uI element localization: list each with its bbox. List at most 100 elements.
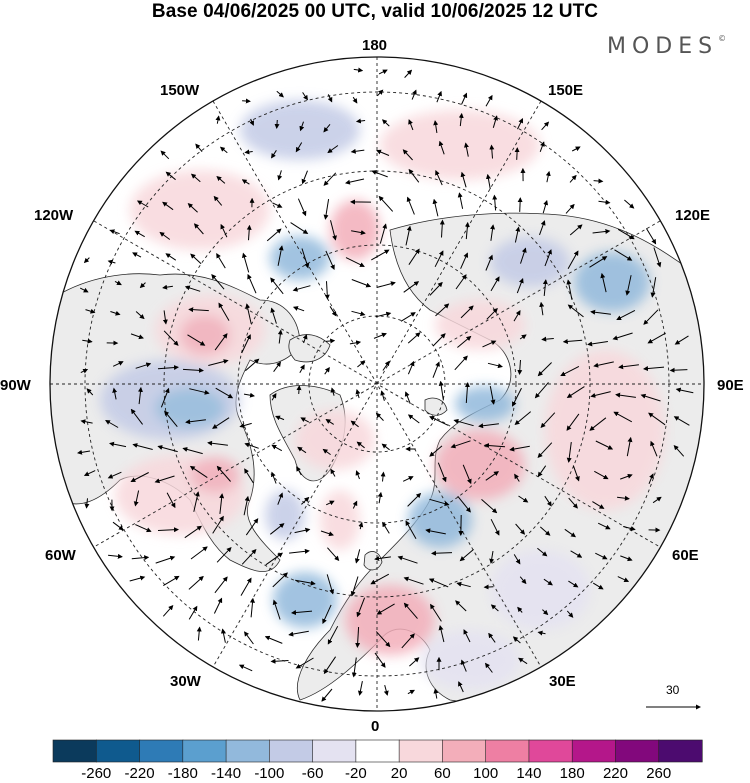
wind-vector [566, 386, 585, 398]
wind-vector [620, 555, 633, 562]
wind-vector [351, 230, 366, 235]
wind-vector [330, 220, 337, 241]
wind-vector [220, 223, 228, 238]
wind-vector [560, 365, 580, 377]
wind-vector [408, 248, 420, 265]
wind-vector [109, 441, 127, 448]
wind-vector [381, 443, 390, 451]
wind-vector [432, 361, 440, 378]
wind-vector [133, 490, 140, 507]
wind-vector [154, 475, 175, 484]
wind-vector [112, 361, 124, 367]
wind-vector [162, 310, 168, 325]
wind-vector [492, 194, 498, 211]
wind-vector [429, 445, 443, 457]
wind-vector [325, 500, 335, 506]
wind-vector [345, 178, 365, 185]
wind-vector [429, 416, 449, 426]
wind-vector [265, 552, 284, 566]
wind-vector [245, 303, 252, 324]
wind-vector [345, 257, 365, 267]
wind-vector [264, 635, 283, 644]
wind-vector [373, 332, 387, 339]
wind-vector [250, 597, 256, 618]
wind-vector [323, 123, 331, 133]
wind-vector [326, 574, 335, 595]
wind-vector [565, 203, 575, 214]
wind-vector [297, 446, 307, 454]
wind-vector [620, 473, 633, 480]
wind-vector [519, 576, 527, 585]
colorbar-swatch [312, 739, 357, 763]
wind-vector [458, 681, 464, 693]
wind-vector [509, 445, 530, 452]
wind-vector [295, 142, 303, 153]
wind-vector [160, 387, 170, 408]
wind-vector [296, 385, 302, 394]
wind-vector [355, 118, 366, 124]
wind-vector [165, 171, 176, 181]
wind-vector [643, 309, 659, 325]
wind-vector [543, 578, 553, 586]
wind-vector [539, 301, 545, 316]
wind-vector [187, 334, 206, 346]
wind-vector [459, 549, 474, 562]
wind-vector [131, 555, 150, 561]
wind-vector [302, 334, 308, 344]
wind-vector [165, 253, 177, 261]
wind-vector [207, 440, 228, 446]
brand-logo: MODES© [607, 34, 726, 59]
colorbar-tick-label: 20 [390, 765, 408, 782]
wind-vector [295, 579, 316, 586]
wind-vector [184, 525, 203, 539]
wind-vector [132, 252, 142, 258]
colorbar-tick-label: -100 [254, 765, 285, 782]
lon-label-30e: 30E [549, 673, 576, 690]
wind-vector [595, 440, 614, 450]
wind-vector [674, 335, 689, 345]
wind-vector [453, 418, 474, 427]
wind-vector [353, 67, 364, 73]
wind-vector [541, 121, 550, 131]
colorbar-swatch [485, 739, 530, 763]
colorbar-swatch [528, 739, 573, 763]
wind-vector [350, 148, 365, 154]
wind-vector [376, 281, 396, 288]
wind-vector [537, 465, 547, 478]
wind-vector [163, 330, 179, 346]
wind-vector [349, 340, 362, 346]
wind-vector [464, 382, 470, 404]
wind-vector [490, 224, 496, 241]
wind-vector [570, 550, 583, 558]
wind-vector [377, 89, 384, 97]
wind-vector [216, 465, 231, 482]
wind-vector [355, 389, 361, 399]
wind-vector [320, 530, 334, 537]
colorbar-tick-label: 60 [434, 765, 451, 782]
wind-vector [84, 498, 90, 509]
wind-vector [615, 392, 636, 398]
wind-vector [407, 332, 421, 344]
wind-vector [403, 602, 418, 619]
wind-vector [568, 580, 579, 588]
wind-vector [135, 362, 152, 369]
wind-vector [566, 442, 572, 463]
wind-vector [428, 578, 449, 588]
meridian-150w-30e [212, 100, 542, 668]
map-disc [50, 57, 704, 711]
colorbar-swatch [442, 739, 487, 763]
meridian-150e-30w [212, 100, 542, 668]
wind-vector [190, 173, 201, 183]
wind-vector [162, 284, 173, 290]
wind-vector [464, 142, 469, 157]
wind-vector [272, 599, 281, 620]
wind-vector [455, 274, 467, 290]
wind-vector [512, 636, 521, 644]
wind-vector [188, 605, 198, 620]
wind-vector [290, 222, 309, 234]
wind-vector [195, 143, 203, 153]
wind-vector [132, 443, 153, 450]
colorbar-tick-label: -260 [81, 765, 112, 782]
wind-vector [189, 388, 210, 395]
wind-vector [400, 312, 416, 322]
